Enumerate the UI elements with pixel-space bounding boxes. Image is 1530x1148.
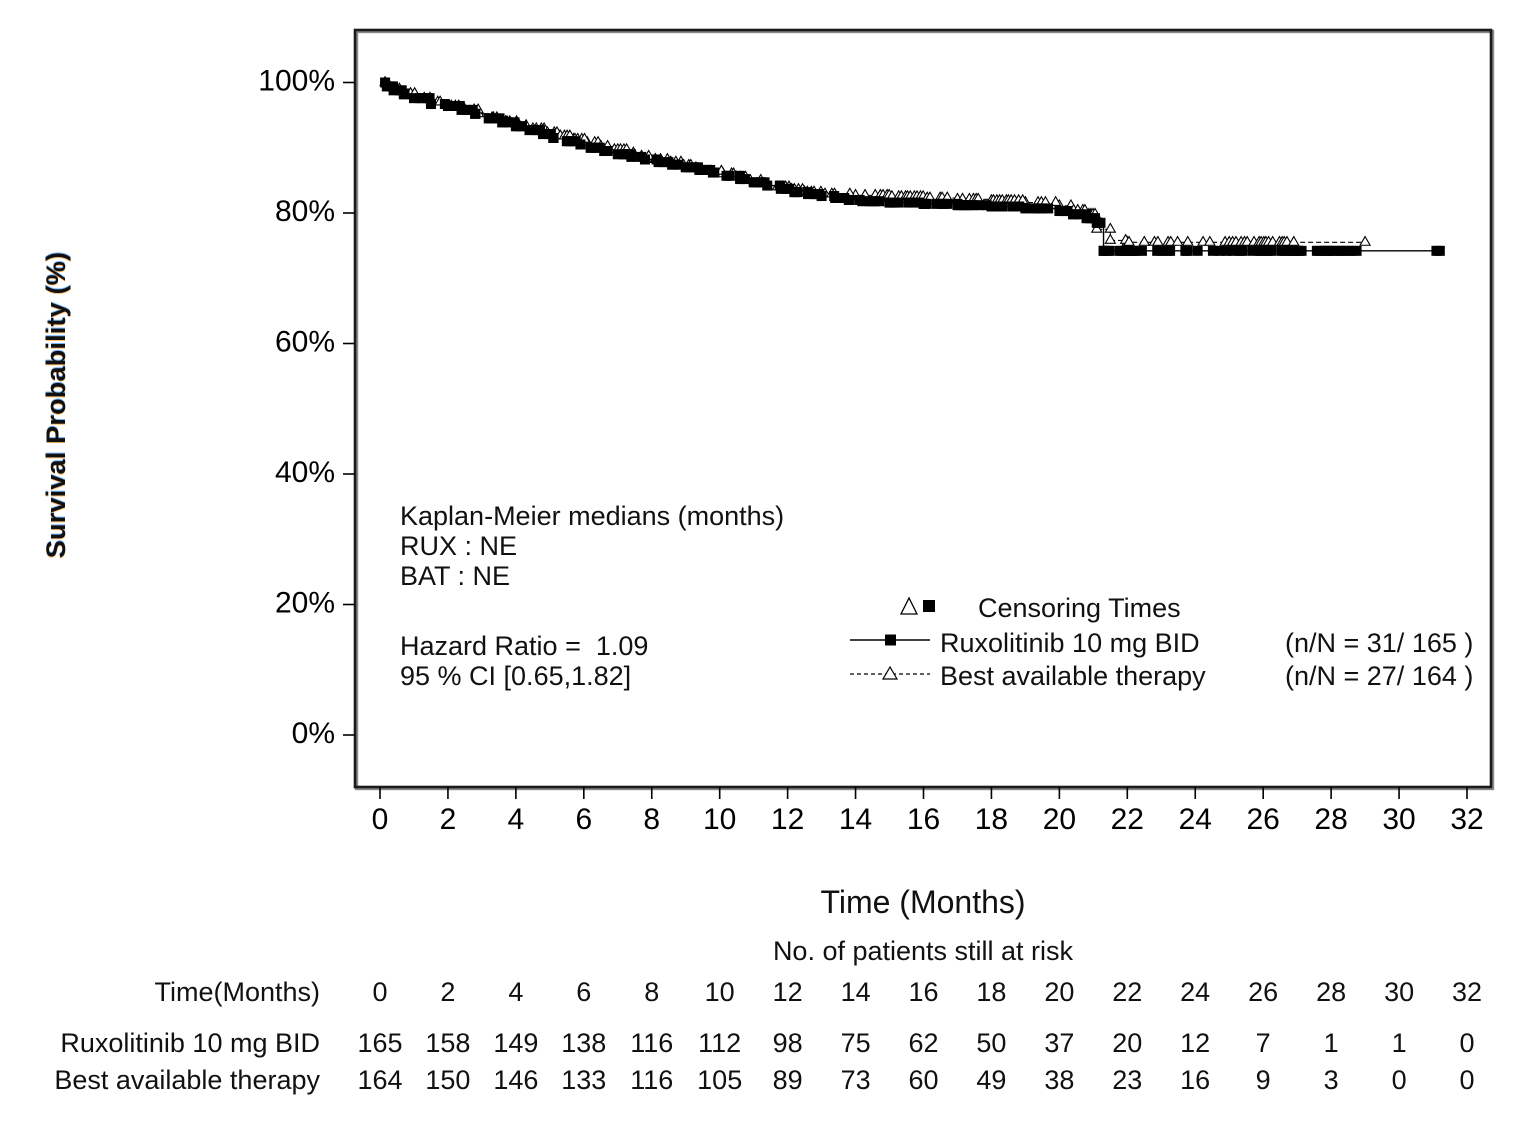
svg-text:40%: 40% [275,456,335,489]
svg-text:30: 30 [1382,803,1415,836]
svg-text:20: 20 [1043,803,1076,836]
svg-text:22: 22 [1111,803,1144,836]
svg-text:60%: 60% [275,326,335,359]
svg-text:28: 28 [1314,803,1347,836]
svg-text:8: 8 [643,803,660,836]
svg-text:0%: 0% [292,717,335,750]
svg-text:0: 0 [372,803,389,836]
svg-text:16: 16 [907,803,940,836]
svg-text:24: 24 [1179,803,1212,836]
svg-text:14: 14 [839,803,872,836]
svg-text:80%: 80% [275,195,335,228]
svg-text:32: 32 [1450,803,1483,836]
svg-text:4: 4 [508,803,525,836]
svg-text:10: 10 [703,803,736,836]
svg-text:100%: 100% [258,65,335,98]
svg-text:12: 12 [771,803,804,836]
svg-text:18: 18 [975,803,1008,836]
svg-text:2: 2 [440,803,457,836]
svg-text:20%: 20% [275,587,335,620]
svg-text:26: 26 [1247,803,1280,836]
svg-text:6: 6 [575,803,592,836]
